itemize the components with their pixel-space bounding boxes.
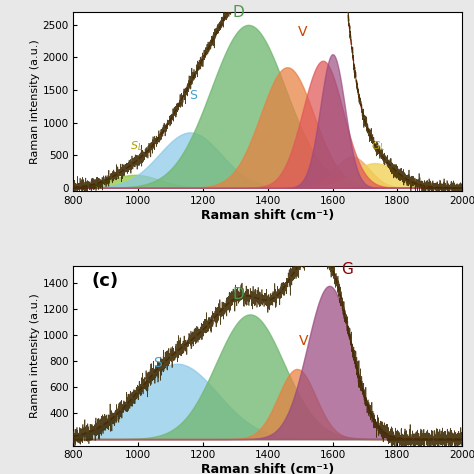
- Text: (c): (c): [91, 272, 118, 290]
- X-axis label: Raman shift (cm⁻¹): Raman shift (cm⁻¹): [201, 463, 335, 474]
- Text: V: V: [299, 334, 308, 347]
- Y-axis label: Raman intensity (a.u.): Raman intensity (a.u.): [29, 39, 40, 164]
- Text: S: S: [153, 356, 162, 370]
- Text: $G_L$: $G_L$: [371, 139, 386, 153]
- Text: G: G: [341, 263, 353, 277]
- Text: S: S: [189, 90, 197, 102]
- Text: V: V: [298, 25, 308, 39]
- Text: D: D: [233, 287, 245, 302]
- Text: $S_L$: $S_L$: [130, 139, 143, 153]
- Text: D: D: [233, 5, 245, 19]
- X-axis label: Raman shift (cm⁻¹): Raman shift (cm⁻¹): [201, 209, 335, 222]
- Y-axis label: Raman intensity (a.u.): Raman intensity (a.u.): [29, 293, 40, 419]
